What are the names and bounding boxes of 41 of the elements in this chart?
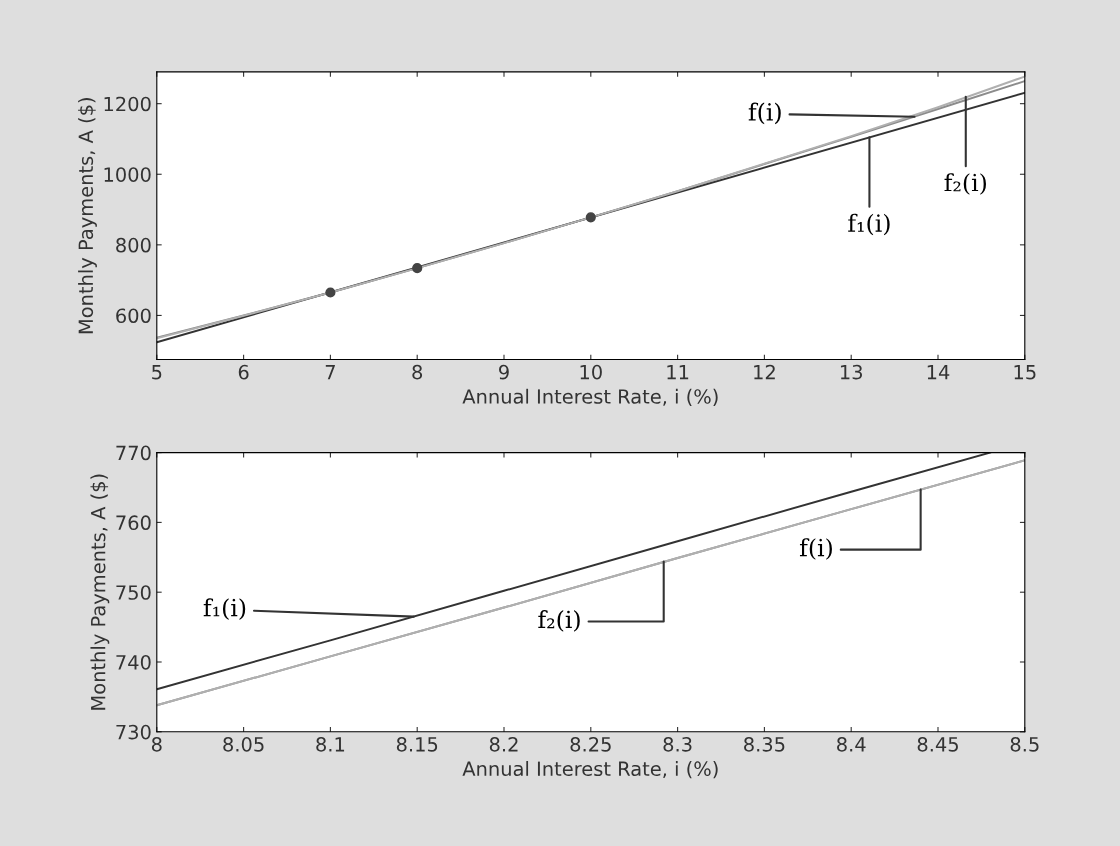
x-tick-label: 8 (151, 736, 162, 752)
annotation: f(i) (799, 538, 832, 560)
x-tick-label: 6 (238, 364, 249, 380)
x-tick-label: 7 (325, 365, 335, 380)
y-tick-label: 1000 (104, 167, 151, 182)
y-tick-label: 740 (116, 654, 151, 670)
y-tick-label: 600 (116, 308, 151, 324)
x-tick-label: 8.5 (1010, 736, 1039, 752)
y-tick-label: 770 (116, 445, 151, 461)
x-tick-label: 8.3 (663, 736, 692, 752)
x-tick-label: 8.05 (223, 736, 264, 752)
x-tick-label: 15 (1014, 365, 1036, 380)
annotation: f₁(i) (203, 598, 246, 620)
y-tick-label: 760 (116, 515, 151, 531)
y-tick-label: 730 (116, 724, 151, 740)
x-tick-label: 5 (152, 365, 162, 380)
x-tick-label: 8.4 (837, 736, 866, 752)
x-tick-label: 8 (412, 364, 423, 380)
x-tick-label: 12 (754, 364, 775, 380)
annotation: f(i) (748, 102, 781, 125)
annotation: f₂(i) (944, 173, 986, 195)
x-tick-label: 13 (840, 364, 863, 380)
x-axis-title: Annual Interest Rate, i (%) (462, 388, 718, 407)
y-tick-label: 800 (116, 237, 151, 253)
x-tick-label: 8.45 (917, 736, 958, 752)
x-tick-label: 14 (927, 365, 950, 380)
x-tick-label: 8.2 (489, 736, 518, 752)
x-axis-title: Annual Interest Rate, i (%) (462, 761, 718, 779)
y-tick-label: 1200 (104, 96, 151, 112)
x-tick-label: 9 (499, 364, 509, 380)
x-tick-label: 11 (667, 365, 689, 380)
y-axis-title: Monthly Payments, A ($) (78, 98, 97, 334)
annotation: f₂(i) (538, 610, 580, 632)
y-tick-label: 750 (116, 585, 151, 600)
x-tick-label: 8.15 (396, 736, 438, 752)
x-tick-label: 10 (580, 364, 602, 380)
x-tick-label: 8.1 (316, 736, 345, 752)
annotation: f₁(i) (848, 213, 890, 236)
y-axis-title: Monthly Payments, A ($) (90, 474, 110, 710)
x-tick-label: 8.25 (570, 736, 611, 752)
x-tick-label: 8.35 (744, 736, 785, 752)
